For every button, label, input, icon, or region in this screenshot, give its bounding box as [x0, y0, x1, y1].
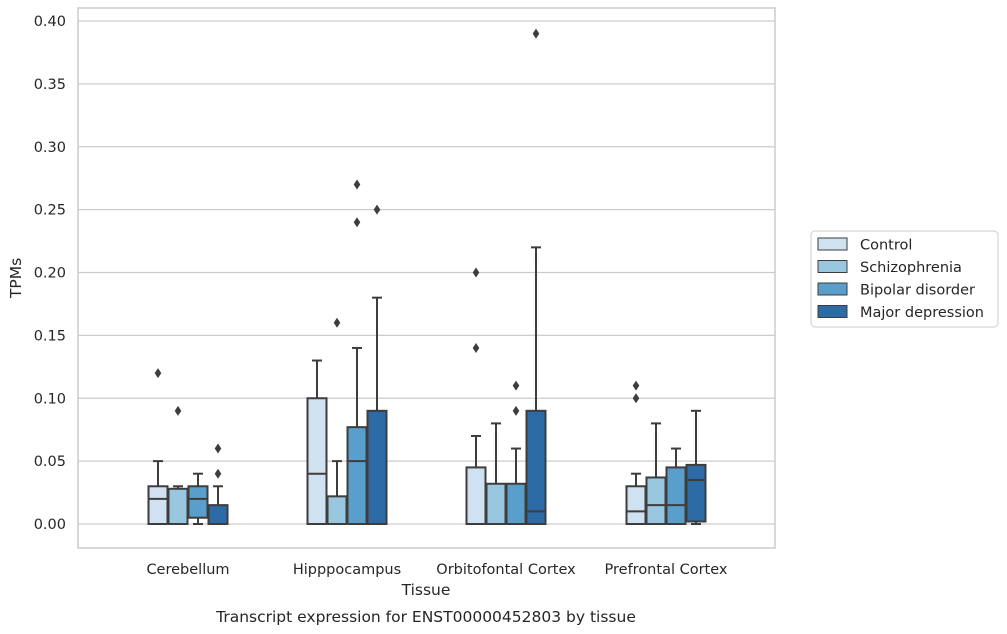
box-group [625, 380, 707, 526]
outlier-point [512, 405, 520, 416]
box-iqr [505, 482, 527, 526]
box-iqr [645, 476, 667, 526]
plot-background [78, 8, 775, 548]
box-element [505, 380, 527, 526]
box-iqr [625, 485, 647, 525]
box-iqr [187, 485, 209, 519]
box-iqr [167, 487, 189, 526]
outlier-point [353, 217, 361, 228]
y-tick-label: 0.15 [34, 328, 66, 344]
box-iqr [665, 466, 687, 526]
outlier-point [632, 393, 640, 404]
box-element [306, 359, 328, 525]
outlier-point [472, 267, 480, 278]
y-tick-labels: 0.00 0.05 0.10 0.15 0.20 0.25 0.30 0.35 0.40 [34, 14, 66, 533]
box-element [346, 179, 368, 525]
box-group [306, 179, 388, 526]
box-element [187, 472, 209, 525]
outlier-point [532, 28, 540, 39]
legend-label: Bipolar disorder [860, 283, 975, 299]
x-tick-label: Prefrontal Cortex [605, 562, 728, 578]
box-element [167, 405, 189, 526]
y-axis-label: TPMs [7, 258, 25, 299]
legend: Control Schizophrenia Bipolar disorder Majo… [810, 230, 999, 328]
box-iqr [525, 409, 547, 526]
outlier-point [632, 380, 640, 391]
y-tick-label: 0.20 [34, 266, 66, 282]
box-element [147, 368, 169, 525]
box-iqr [465, 466, 487, 526]
outlier-point [214, 443, 222, 454]
box-group [465, 28, 547, 526]
y-tick-label: 0.00 [34, 517, 66, 533]
y-tick-label: 0.05 [34, 454, 66, 470]
y-tick-label: 0.25 [34, 203, 66, 219]
box-iqr [306, 397, 328, 525]
box-iqr [326, 495, 348, 525]
legend-label: Control [860, 238, 912, 254]
box-element [366, 204, 388, 526]
x-tick-label: Cerebellum [146, 562, 229, 578]
legend-swatch [817, 260, 848, 273]
legend-frame [810, 230, 999, 328]
box-iqr [346, 426, 368, 525]
outlier-point [373, 204, 381, 215]
box-iqr [685, 463, 707, 523]
outlier-point [154, 368, 162, 379]
outlier-point [512, 380, 520, 391]
legend-swatch [817, 237, 848, 251]
box-element [207, 443, 229, 526]
y-tick-label: 0.40 [34, 14, 66, 30]
x-tick-label: Hipppocampus [293, 562, 401, 578]
legend-label: Major depression [860, 305, 984, 321]
x-tick-label: Orbitofontal Cortex [436, 562, 576, 578]
y-tick-label: 0.10 [34, 391, 66, 407]
outlier-point [472, 342, 480, 353]
outlier-point [333, 317, 341, 328]
box-iqr [366, 409, 388, 526]
legend-swatch [817, 305, 848, 318]
x-axis-label: Tissue [401, 581, 451, 599]
box-group [147, 368, 229, 526]
box-element [645, 422, 667, 526]
box-iqr [485, 482, 507, 526]
legend-swatch [817, 282, 848, 296]
y-tick-label: 0.35 [34, 77, 66, 93]
box-groups [147, 28, 707, 526]
y-tick-label: 0.30 [34, 140, 66, 156]
box-iqr [147, 485, 169, 525]
outlier-point [353, 179, 361, 190]
legend-label: Schizophrenia [860, 260, 962, 276]
box-iqr [207, 504, 229, 526]
outlier-point [174, 405, 182, 416]
plot-frame [77, 7, 776, 549]
x-tick-labels: Cerebellum Hipppocampus Orbitofontal Corte… [146, 562, 727, 578]
box-element [525, 28, 547, 526]
figure-caption: Transcript expression for ENST0000045280… [215, 608, 636, 626]
box-element [685, 409, 707, 525]
outlier-point [214, 468, 222, 479]
